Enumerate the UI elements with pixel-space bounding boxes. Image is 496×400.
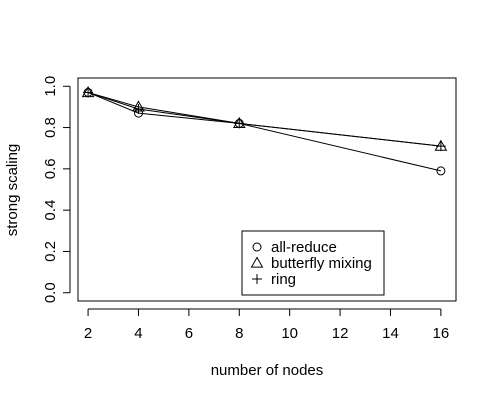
- x-tick-label: 16: [433, 325, 450, 342]
- y-tick-label: 0.6: [42, 158, 59, 179]
- series-layer: [83, 87, 447, 175]
- series-line: [88, 92, 441, 170]
- legend-entry-label: all-reduce: [271, 239, 337, 256]
- data-point-plus: [83, 87, 93, 97]
- data-point-plus: [436, 141, 446, 151]
- y-tick-label: 0.8: [42, 117, 59, 138]
- series-line: [88, 92, 441, 146]
- y-tick-label: 0.0: [42, 282, 59, 303]
- x-axis-label: number of nodes: [211, 362, 324, 379]
- x-tick-label: 4: [134, 325, 142, 342]
- x-tick-label: 14: [382, 325, 399, 342]
- x-tick-label: 2: [84, 325, 92, 342]
- legend-entry-label: ring: [271, 271, 296, 288]
- y-tick-label: 0.4: [42, 200, 59, 221]
- y-axis: 0.0 0.2 0.4 0.6 0.8 1.0: [42, 76, 70, 303]
- y-axis-label: strong scaling: [4, 144, 21, 237]
- x-tick-label: 10: [281, 325, 298, 342]
- series-line: [88, 92, 441, 146]
- y-tick-label: 1.0: [42, 76, 59, 97]
- legend-entry-label: butterfly mixing: [271, 255, 372, 272]
- x-tick-label: 6: [185, 325, 193, 342]
- series-plus: [83, 87, 446, 151]
- x-tick-label: 12: [332, 325, 349, 342]
- data-point-plus: [234, 118, 244, 128]
- x-axis: 2 4 6 8 10 12 14 16: [84, 309, 449, 342]
- y-tick-label: 0.2: [42, 241, 59, 262]
- x-tick-label: 8: [235, 325, 243, 342]
